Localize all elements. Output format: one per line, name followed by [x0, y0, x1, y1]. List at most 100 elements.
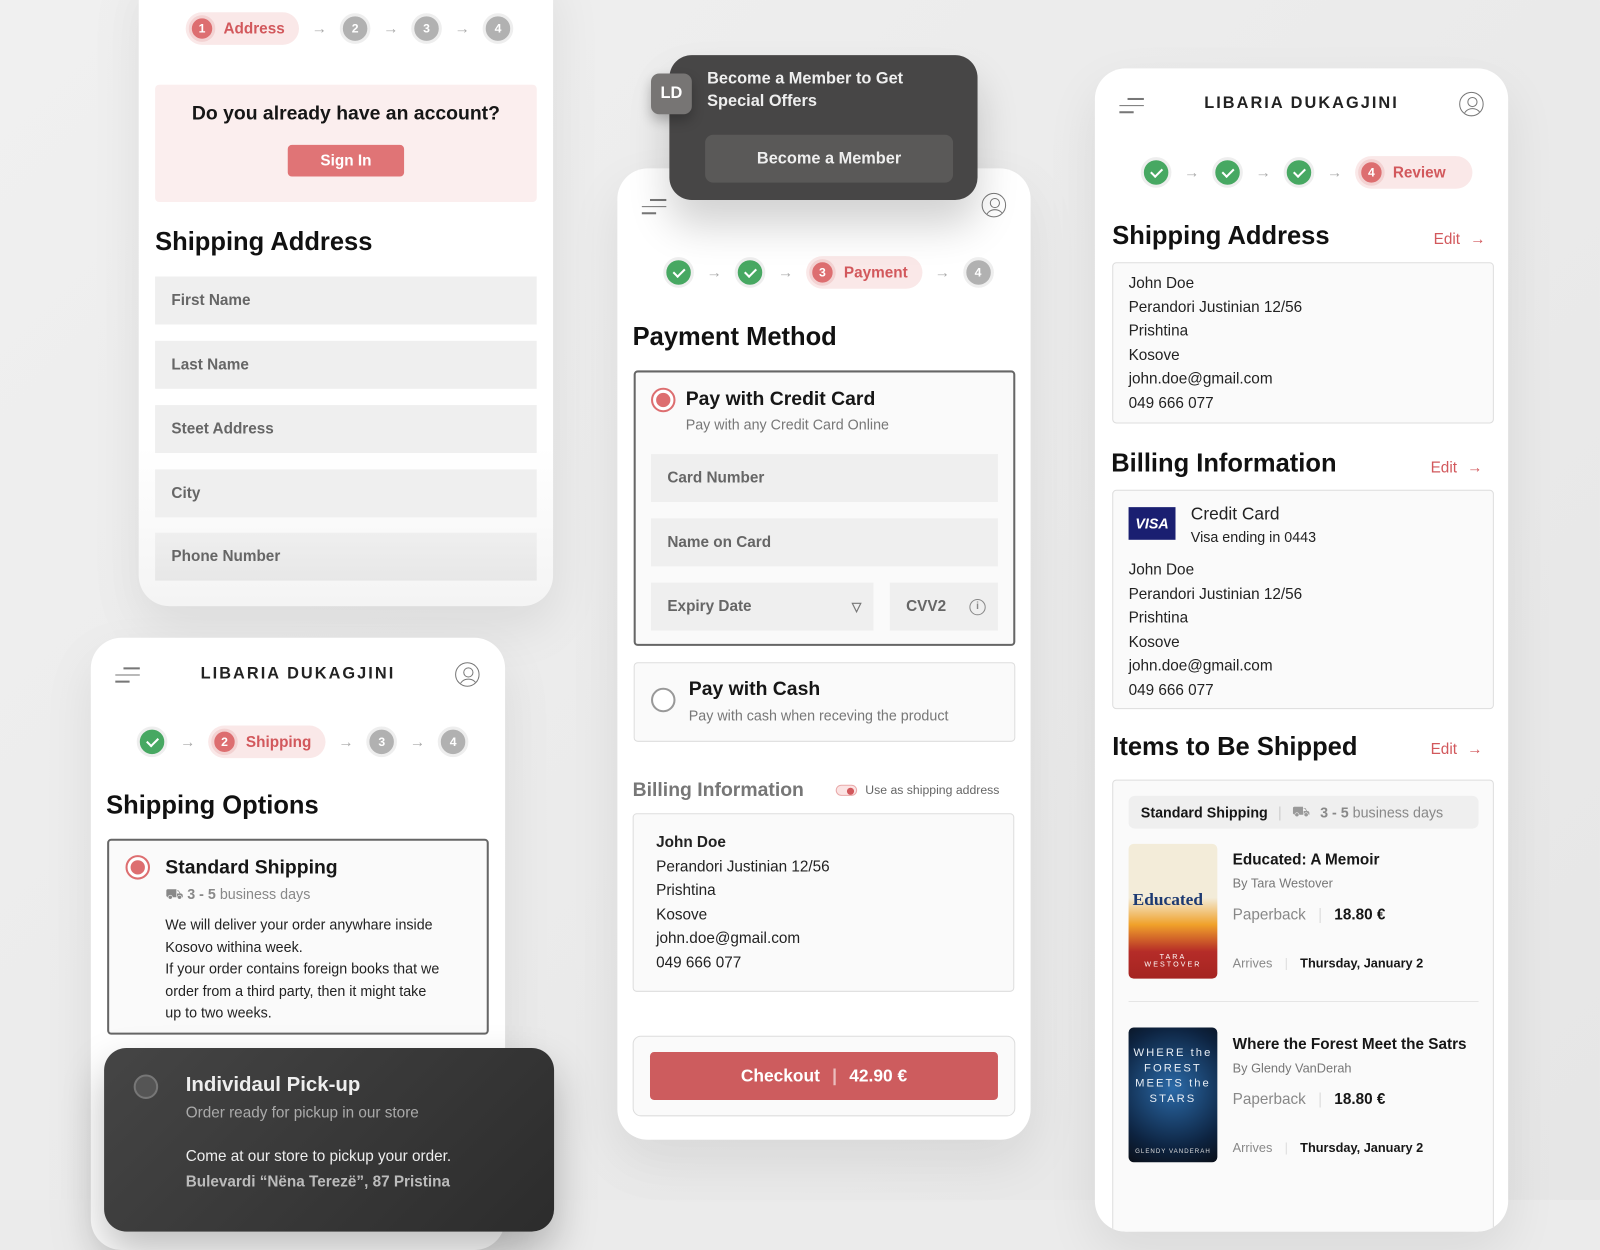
step-label: Address [223, 19, 285, 38]
edit-billing-link[interactable]: Edit → [1431, 459, 1483, 476]
step-3[interactable]: 3 [411, 13, 442, 44]
step-number: 1 [188, 15, 216, 42]
option-description: We will deliver your order anywhare insi… [165, 914, 439, 1024]
book-cover-forest: WHERE the FOREST MEETS the STARS GLENDY … [1128, 1027, 1218, 1163]
menu-icon[interactable] [641, 198, 667, 219]
address-line: John Doe [1128, 274, 1195, 292]
divider: | [1284, 956, 1288, 971]
info-icon[interactable]: i [969, 598, 986, 615]
step-3[interactable]: 3 [366, 726, 398, 758]
arrow-right-icon: → [338, 733, 354, 751]
step-done[interactable] [136, 726, 168, 758]
checkout-stepper: → → → 4 Review [1140, 156, 1473, 189]
step-active[interactable]: 4 Review [1355, 156, 1473, 189]
divider: | [1284, 1140, 1288, 1156]
shipping-method: Standard Shipping [1140, 804, 1268, 821]
credit-card-radio[interactable] [651, 387, 676, 413]
cover-title: WHERE the FOREST MEETS the STARS [1133, 1046, 1213, 1106]
visa-icon: VISA [1128, 507, 1176, 540]
step-4[interactable]: 4 [962, 257, 994, 288]
pickup-line: Come at our store to pickup your order. [185, 1147, 452, 1166]
shipping-address-title: Shipping Address [155, 227, 373, 257]
billing-street: Perandori Justinian 12/56 [656, 857, 830, 875]
divider: | [1278, 804, 1282, 821]
items-box: Standard Shipping | ⛟ 3 - 5 business days E… [1112, 779, 1494, 1232]
arrow-right-icon: → [1255, 163, 1271, 182]
item-price: 18.80 € [1334, 906, 1386, 924]
step-done[interactable] [663, 257, 694, 288]
checkout-button[interactable]: Checkout | 42.90 € [649, 1052, 998, 1100]
phone-number-field[interactable]: Phone Number [155, 532, 537, 581]
step-2[interactable]: 2 [339, 13, 371, 44]
edit-items-link[interactable]: Edit → [1431, 741, 1483, 758]
step-4[interactable]: 4 [437, 726, 469, 758]
use-shipping-toggle[interactable] [835, 784, 858, 796]
card-number-field[interactable]: Card Number [651, 454, 998, 503]
divider: | [832, 1065, 837, 1086]
standard-shipping-radio[interactable] [125, 855, 150, 880]
menu-icon[interactable] [1119, 97, 1144, 118]
credit-card-option[interactable]: Pay with Credit Card Pay with any Credit… [633, 370, 1016, 646]
step-done[interactable] [1283, 157, 1315, 188]
become-member-button[interactable]: Become a Member [705, 134, 954, 183]
step-active[interactable]: 2 Shipping [208, 725, 326, 759]
option-title: Standard Shipping [165, 857, 338, 879]
brand-title: LIBARIA DUKAGJINI [200, 665, 396, 683]
address-line: 049 666 077 [1128, 394, 1214, 412]
logo: LD [651, 73, 692, 115]
step-active[interactable]: 1 Address [185, 12, 300, 45]
billing-city: Prishtina [656, 881, 716, 899]
arrow-right-icon: → [454, 19, 470, 38]
last-name-field[interactable]: Last Name [155, 340, 537, 389]
step-active[interactable]: 3 Payment [806, 256, 922, 289]
pickup-radio[interactable] [133, 1074, 159, 1099]
item-format: Paperback [1232, 1090, 1306, 1109]
arrow-right-icon: → [1467, 740, 1483, 759]
expiry-date-select[interactable]: Expiry Date ▽ [651, 582, 874, 631]
user-icon[interactable] [1459, 91, 1484, 117]
card-title: Credit Card [1190, 504, 1280, 524]
step-4[interactable]: 4 [482, 13, 514, 44]
item-format: Paperback [1232, 906, 1306, 924]
billing-box: VISA Credit Card Visa ending in 0443 Joh… [1112, 489, 1494, 710]
item-arrival: Arrives | Thursday, January 2 [1233, 956, 1424, 970]
standard-shipping-option[interactable]: Standard Shipping ⛟ 3 - 5 business days … [107, 838, 489, 1035]
items-title: Items to Be Shipped [1112, 732, 1358, 762]
step-label: Review [1392, 163, 1446, 182]
sign-in-button[interactable]: Sign In [287, 144, 405, 177]
account-prompt: Do you already have an account? [191, 103, 500, 125]
pickup-option[interactable]: Individaul Pick-up Order ready for picku… [104, 1047, 555, 1232]
edit-label: Edit [1430, 459, 1457, 477]
address-line: Prishtina [1128, 322, 1189, 340]
edit-shipping-link[interactable]: Edit → [1434, 231, 1486, 248]
step-done[interactable] [734, 257, 766, 288]
user-icon[interactable] [455, 662, 480, 687]
arrow-right-icon: → [311, 19, 328, 38]
cover-author: GLENDY VANDERAH [1135, 1148, 1211, 1156]
name-on-card-field[interactable]: Name on Card [651, 518, 998, 567]
arrow-right-icon: → [934, 263, 951, 282]
street-address-field[interactable]: Steet Address [155, 405, 537, 454]
step-number: 4 [1358, 159, 1385, 186]
cvv-field[interactable]: CVV2 i [889, 582, 998, 631]
option-title: Pay with Cash [688, 678, 821, 700]
step-done[interactable] [1212, 157, 1243, 188]
user-icon[interactable] [981, 192, 1007, 218]
arrow-right-icon: → [409, 733, 426, 751]
step-done[interactable] [1140, 157, 1172, 188]
cash-option[interactable]: Pay with Cash Pay with cash when recevin… [633, 662, 1016, 742]
arrives-date: Thursday, January 2 [1300, 1140, 1424, 1156]
toggle-label: Use as shipping address [865, 782, 1000, 797]
city-field[interactable]: City [155, 469, 537, 518]
order-item: Educated TARA WESTOVER Educated: A Memoi… [1128, 843, 1479, 1003]
menu-icon[interactable] [115, 667, 140, 687]
step-label: Shipping [245, 733, 312, 751]
cash-radio[interactable] [651, 687, 676, 713]
toggle-knob [846, 787, 855, 795]
divider: | [1318, 1090, 1323, 1109]
first-name-field[interactable]: First Name [155, 276, 537, 325]
arrives-date: Thursday, January 2 [1300, 956, 1424, 971]
expiry-label: Expiry Date [667, 597, 752, 616]
address-line: Kosove [1128, 346, 1180, 364]
address-line: Perandori Justinian 12/56 [1128, 585, 1303, 603]
